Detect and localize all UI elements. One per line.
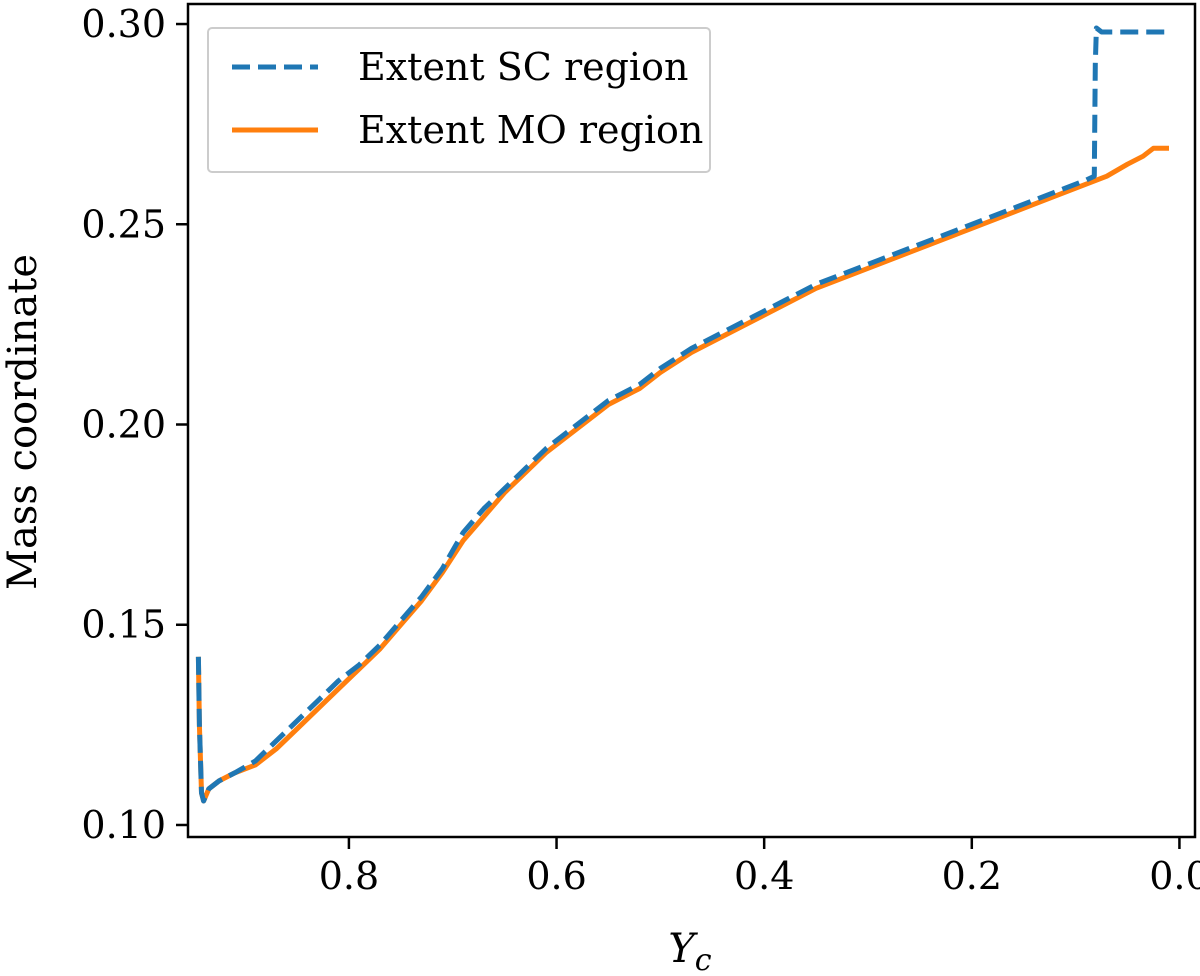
legend-label-mo: Extent MO region [358, 108, 703, 152]
y-tick-label: 0.30 [81, 2, 166, 46]
series-line-mo [195, 145, 1169, 804]
x-axis: 0.8 0.6 0.4 0.2 0.0 [319, 837, 1200, 898]
x-tick-label: 0.0 [1149, 854, 1200, 898]
series-layer [195, 25, 1169, 804]
y-tick-label: 0.15 [81, 603, 166, 647]
y-axis: 0.10 0.15 0.20 0.25 0.30 [81, 2, 188, 847]
legend-label-sc: Extent SC region [358, 45, 688, 89]
y-axis-label: Mass coordinate [0, 254, 46, 590]
y-tick-label: 0.20 [81, 403, 166, 447]
x-axis-label: Yc [668, 926, 711, 976]
legend: Extent SC region Extent MO region [207, 27, 711, 173]
plot-area-frame [186, 2, 1197, 839]
series-line-sc [195, 25, 1169, 804]
y-tick-label: 0.10 [81, 803, 166, 847]
x-tick-label: 0.4 [734, 854, 794, 898]
x-tick-label: 0.8 [319, 854, 379, 898]
y-tick-label: 0.25 [81, 202, 166, 246]
x-tick-label: 0.6 [526, 854, 586, 898]
x-axis-label-main: Y [668, 926, 698, 972]
legend-frame [207, 27, 711, 173]
x-axis-label-subscript: c [695, 943, 712, 976]
x-tick-label: 0.2 [942, 854, 1002, 898]
